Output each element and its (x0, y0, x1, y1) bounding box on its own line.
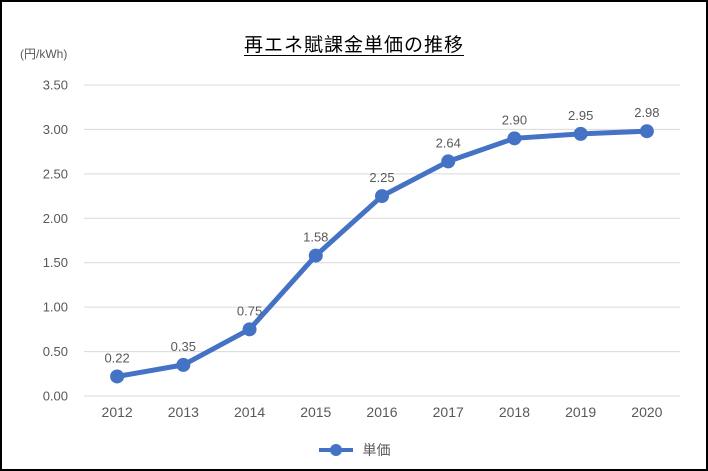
legend: 単価 (2, 440, 706, 460)
data-point-label: 0.22 (104, 350, 129, 365)
data-point (308, 248, 323, 263)
series-line (114, 128, 650, 379)
x-tick-label: 2020 (631, 404, 662, 420)
x-tick-label: 2012 (102, 404, 133, 420)
x-tick-label: 2014 (234, 404, 265, 420)
data-point-label: 2.25 (369, 170, 394, 185)
data-point-label: 2.95 (568, 108, 593, 123)
x-tick-label: 2019 (565, 404, 596, 420)
y-tick-label: 0.50 (43, 344, 68, 359)
data-point (639, 124, 654, 139)
y-tick-label: 1.00 (43, 300, 68, 315)
data-point-label: 0.35 (171, 339, 196, 354)
y-tick-label: 2.50 (43, 166, 68, 181)
y-tick-label: 3.50 (43, 78, 68, 93)
data-point-label: 1.58 (303, 230, 328, 245)
x-tick-label: 2016 (366, 404, 397, 420)
x-tick-label: 2017 (433, 404, 464, 420)
y-tick-label: 3.00 (43, 122, 68, 137)
data-point (176, 357, 191, 372)
y-axis-unit-label: (円/kWh) (20, 47, 68, 61)
y-tick-label: 0.00 (43, 389, 68, 404)
y-tick-label: 2.00 (43, 211, 68, 226)
x-tick-label: 2015 (300, 404, 331, 420)
legend-series-label: 単価 (362, 442, 391, 458)
data-point-label: 2.98 (634, 105, 659, 120)
data-point (242, 322, 257, 337)
chart-title: 再エネ賦課金単価の推移 (243, 35, 464, 56)
legend-line-marker-icon (318, 444, 353, 456)
data-point-label: 0.75 (237, 303, 262, 318)
data-point (507, 131, 522, 146)
data-point (573, 126, 588, 141)
x-tick-label: 2018 (499, 404, 530, 420)
data-point (441, 154, 456, 169)
data-point (110, 369, 125, 384)
x-tick-label: 2013 (168, 404, 199, 420)
data-point (375, 189, 389, 204)
y-tick-label: 1.50 (43, 255, 68, 270)
data-point-label: 2.90 (502, 112, 527, 127)
data-point-label: 2.64 (436, 135, 461, 150)
